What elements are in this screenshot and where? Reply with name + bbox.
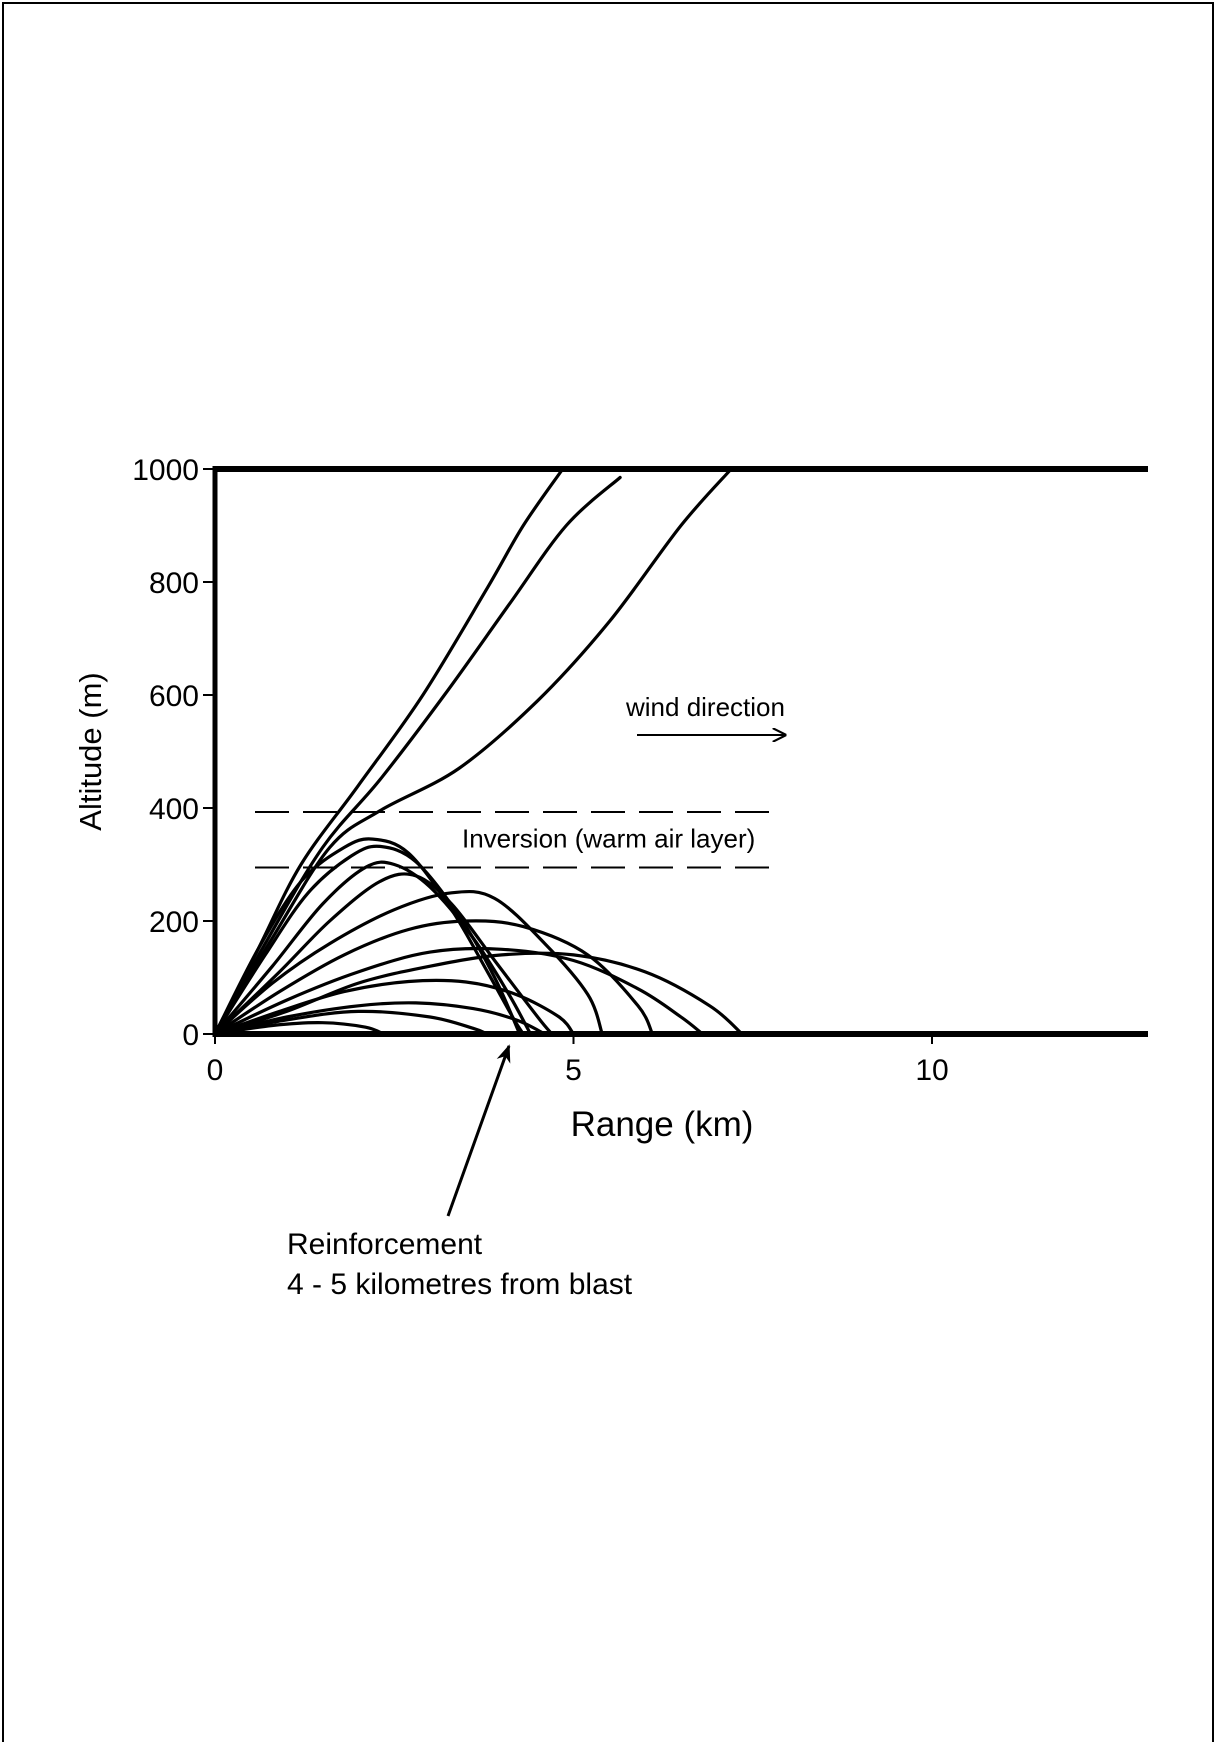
y-tick-label: 0 [182, 1019, 199, 1052]
callout-line-1: Reinforcement [287, 1228, 483, 1261]
sound-ray-refracted [213, 860, 533, 1036]
x-ticks: 0 5 10 [207, 1034, 949, 1087]
sound-ray-ground [213, 978, 576, 1036]
ray-paths [213, 467, 744, 1036]
sound-ray-ground [213, 889, 604, 1036]
sound-ray-escaping [213, 475, 622, 1036]
y-tick-label: 800 [149, 567, 199, 600]
inversion-label: Inversion (warm air layer) [462, 823, 755, 853]
x-tick-label: 0 [207, 1054, 224, 1087]
x-tick-label: 10 [915, 1054, 948, 1087]
reinforcement-arrow-icon [446, 1044, 511, 1217]
y-tick-label: 600 [149, 680, 199, 713]
callout-line-2: 4 - 5 kilometres from blast [287, 1268, 633, 1301]
wind-direction-label: wind direction [625, 692, 785, 722]
x-axis-title: Range (km) [571, 1105, 754, 1144]
sound-ray-ground [213, 1021, 386, 1036]
sound-ray-escaping [213, 467, 733, 1036]
sound-ray-ground [213, 919, 654, 1036]
y-tick-label: 400 [149, 793, 199, 826]
sound-ray-ground [213, 946, 705, 1036]
x-tick-label: 5 [565, 1054, 582, 1087]
y-tick-label: 200 [149, 906, 199, 939]
y-ticks: 0 200 400 600 800 1000 [132, 454, 215, 1052]
y-axis-title: Altitude (m) [73, 672, 108, 830]
y-tick-label: 1000 [132, 454, 199, 487]
sound-ray-refracted [213, 837, 525, 1036]
sound-ray-ground [213, 1009, 490, 1036]
sound-ray-ground [213, 1001, 547, 1036]
